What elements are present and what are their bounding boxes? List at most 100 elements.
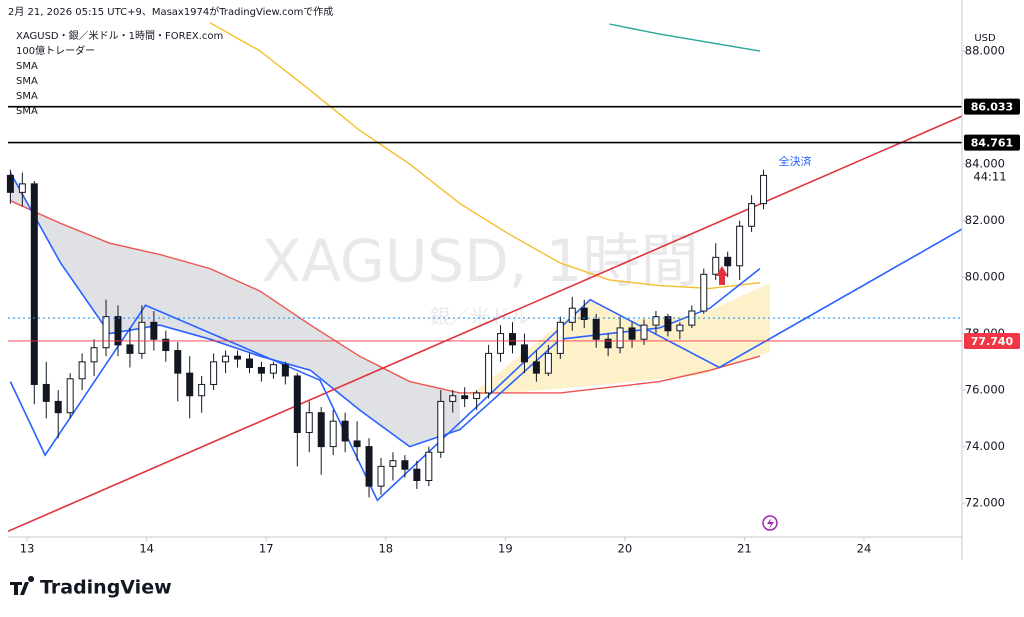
countdown: 44:11 [973, 170, 1006, 184]
candle-body [652, 316, 660, 326]
footer-logo: TradingView [40, 577, 172, 599]
candle-body [616, 327, 624, 349]
header: 2月 21, 2026 05:15 UTC+9、Masax1974がTradin… [8, 5, 333, 18]
candle-body [293, 375, 301, 433]
x-tick-label: 13 [20, 542, 35, 556]
candle-body [78, 361, 86, 380]
x-tick-label: 19 [498, 542, 513, 556]
y-tick-label: 76.000 [965, 383, 1005, 397]
candle-body [736, 225, 744, 267]
candle-body [198, 383, 206, 397]
legend-author: 100億トレーダー [16, 44, 95, 57]
candle-body [245, 358, 253, 368]
buy-arrow [716, 266, 728, 285]
candle-body [150, 321, 158, 340]
candle-body [556, 321, 564, 354]
candle-body [234, 355, 242, 360]
candle-body [401, 460, 409, 470]
currency: USD [974, 33, 996, 44]
candle-body [114, 316, 122, 346]
candle-body [365, 446, 373, 487]
sma-line [209, 22, 761, 290]
annotation: 全決済 [779, 154, 812, 168]
candle-body [628, 327, 636, 340]
candle-body [712, 256, 720, 275]
event-bolt [767, 518, 774, 529]
candle-body [353, 440, 361, 448]
sma-line [10, 200, 761, 394]
x-tick-label: 17 [259, 542, 274, 556]
candle-body [281, 364, 289, 377]
candle-body [102, 316, 110, 349]
y-tick-label: 74.000 [965, 439, 1005, 453]
price-label-box [964, 98, 1020, 115]
candle-body [580, 307, 588, 320]
candle-body [329, 420, 337, 448]
candle-body [174, 350, 182, 374]
price-label-box [964, 134, 1020, 151]
watermark-sub: 銀／米ドル [430, 305, 530, 329]
candle-body [162, 338, 170, 352]
y-tick-label: 82.000 [965, 213, 1005, 227]
candle-body [210, 361, 218, 385]
candle-body [66, 378, 74, 414]
y-tick-label: 80.000 [965, 270, 1005, 284]
candle-body [186, 372, 194, 397]
candle-body [6, 174, 14, 193]
candle-body [760, 174, 768, 205]
candle-body [485, 352, 493, 394]
candle-body [42, 383, 50, 402]
candle-body [520, 344, 528, 363]
candle-body [269, 364, 277, 374]
watermark: XAGUSD, 1時間 [261, 227, 698, 295]
candle-body [126, 344, 134, 354]
candle-body [724, 256, 732, 267]
candle-body [532, 361, 540, 374]
candle-body [449, 395, 457, 402]
legend-symbol: XAGUSD・銀／米ドル・1時間・FOREX.com [16, 29, 223, 42]
candle-body [18, 183, 26, 193]
candle-body [138, 321, 146, 354]
candle-body [222, 355, 230, 363]
trend-line [9, 228, 963, 502]
logo-mark [10, 576, 35, 595]
price-label: 86.033 [971, 101, 1013, 114]
candle-body [30, 183, 38, 385]
candle-body [90, 347, 98, 363]
candle-body [437, 400, 445, 453]
event-icon [762, 515, 778, 531]
legend-entry: SMA [16, 91, 38, 102]
candle-body [544, 352, 552, 374]
y-tick-label: 88.000 [965, 44, 1005, 58]
candle-body [640, 324, 648, 340]
x-tick-label: 14 [139, 542, 154, 556]
candle-body [413, 468, 421, 481]
price-label: 84.761 [971, 137, 1013, 150]
trend-line [7, 115, 963, 533]
candle-body [497, 333, 505, 354]
candle-body [377, 465, 385, 487]
candle-body [700, 273, 708, 312]
candle-body [389, 460, 397, 467]
candle-body [54, 400, 62, 414]
candle-body [592, 318, 600, 340]
x-tick-label: 20 [618, 542, 633, 556]
candle-body [508, 333, 516, 346]
y-tick-label: 84.000 [965, 157, 1005, 171]
candle-body [568, 307, 576, 323]
y-tick-label: 72.000 [965, 496, 1005, 510]
candle-body [257, 366, 265, 374]
price-label-box [964, 332, 1020, 349]
x-tick-label: 24 [857, 542, 872, 556]
candle-body [341, 420, 349, 442]
candle-body [664, 316, 672, 332]
legend-entry: SMA [16, 76, 38, 87]
x-tick-label: 21 [737, 542, 752, 556]
candle-body [461, 395, 469, 400]
candle-body [305, 412, 313, 433]
candle-body [676, 324, 684, 332]
candle-body [473, 392, 481, 400]
price-axis [963, 0, 1024, 560]
sma-line [609, 23, 761, 52]
